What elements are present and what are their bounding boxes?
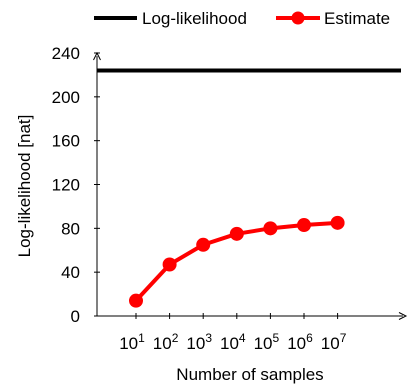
y-ticks: 0 40 80 120 160 200 240 [52,44,100,326]
y-tick-label: 80 [61,219,80,238]
y-tick-label: 160 [52,132,80,151]
data-point-estimate [196,237,211,252]
x-tick-label: 105 [254,331,280,353]
data-point-estimate [229,226,244,241]
x-tick-label: 103 [186,331,212,353]
x-tick-label: 102 [153,331,179,353]
data-point-estimate [297,218,311,233]
y-tick-label: 120 [52,176,80,195]
y-axis-title: Log-likelihood [nat] [15,115,34,258]
data-point-estimate [162,257,177,272]
y-tick-label: 40 [61,263,80,282]
data-point-estimate [263,221,278,236]
data-point-estimate [330,215,345,230]
x-axis-title: Number of samples [176,365,323,384]
legend: Log-likelihood Estimate [94,9,390,28]
x-axis-arrow [398,312,408,320]
y-tick-label: 0 [71,307,80,326]
x-tick-label: 106 [287,331,313,353]
series-layer [97,68,401,308]
axes [93,51,408,320]
x-ticks: 101 102 103 104 105 106 107 [119,313,347,353]
x-tick-label: 107 [321,331,347,353]
y-tick-label: 240 [52,44,80,63]
x-tick-label: 101 [119,331,145,353]
data-point-estimate [129,293,143,308]
legend-label-estimate: Estimate [324,9,390,28]
legend-label-log-likelihood: Log-likelihood [142,9,247,28]
y-tick-label: 200 [52,88,80,107]
x-tick-label: 104 [220,331,246,353]
legend-marker-estimate [291,11,305,25]
